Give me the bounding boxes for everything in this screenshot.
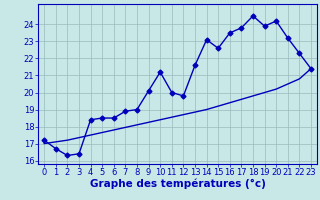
X-axis label: Graphe des températures (°c): Graphe des températures (°c) bbox=[90, 179, 266, 189]
